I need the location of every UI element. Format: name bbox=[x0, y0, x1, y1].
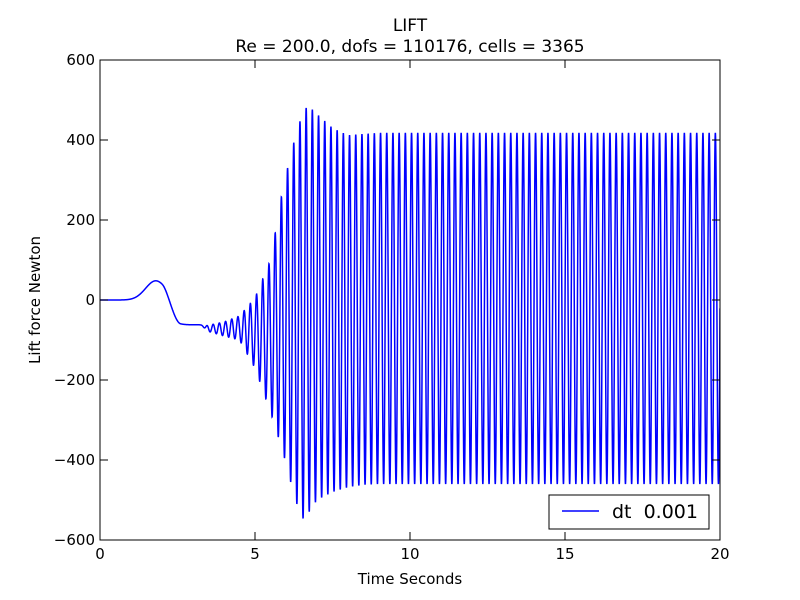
x-tick-label: 10 bbox=[400, 545, 419, 563]
y-tick-label: −200 bbox=[54, 371, 95, 389]
y-tick-label: 400 bbox=[66, 131, 95, 149]
series-line-dt-0-001 bbox=[100, 107, 720, 519]
y-axis-label: Lift force Newton bbox=[26, 236, 44, 364]
y-tick-label: 0 bbox=[85, 291, 95, 309]
legend-box bbox=[548, 494, 710, 530]
x-tick-label: 20 bbox=[710, 545, 729, 563]
y-tick-label: −400 bbox=[54, 451, 95, 469]
y-tick-label: 200 bbox=[66, 211, 95, 229]
x-tick-label: 15 bbox=[555, 545, 574, 563]
chart-subtitle: Re = 200.0, dofs = 110176, cells = 3365 bbox=[235, 37, 584, 57]
x-axis-label: Time Seconds bbox=[357, 570, 463, 588]
axis-ticks: 0 5 10 15 20 600 400 200 0 −200 −400 −600 bbox=[54, 51, 730, 563]
y-tick-label: 600 bbox=[66, 51, 95, 69]
plot-area bbox=[100, 107, 720, 519]
legend: dt 0.001 bbox=[548, 494, 710, 530]
chart-title: LIFT bbox=[393, 16, 428, 36]
legend-label: dt 0.001 bbox=[612, 501, 698, 523]
x-tick-label: 5 bbox=[250, 545, 260, 563]
x-tick-label: 0 bbox=[95, 545, 105, 563]
y-tick-label: −600 bbox=[54, 531, 95, 549]
